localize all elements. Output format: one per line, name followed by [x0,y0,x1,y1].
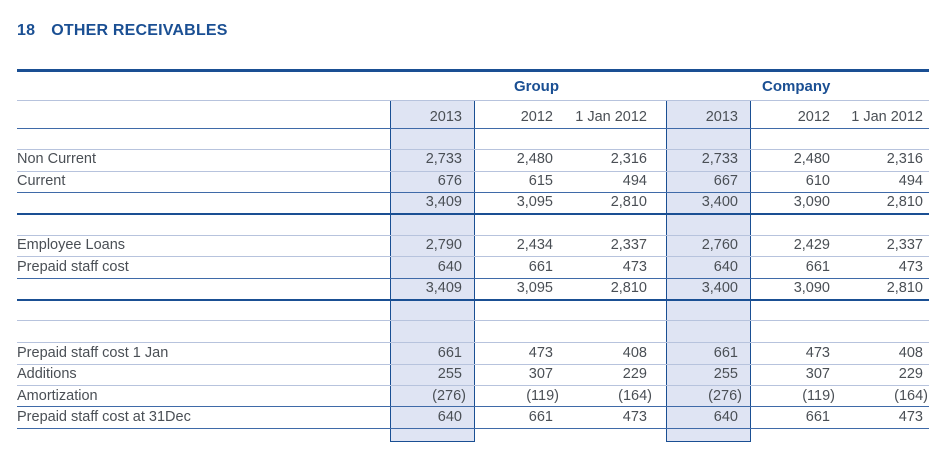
row-label: Prepaid staff cost [17,259,129,275]
rule [17,213,929,215]
rule [17,171,929,172]
cell-value: 661 [805,259,830,275]
rule [17,320,929,321]
rule [17,100,929,101]
total-value: 3,095 [516,280,553,296]
total-value: 3,409 [425,194,462,210]
cell-value: 307 [805,366,830,382]
cell-value: 640 [437,259,462,275]
cell-value: 640 [437,409,462,425]
title-rule [17,69,929,72]
cell-value: 2,316 [610,151,647,167]
cell-value: 229 [622,366,647,382]
total-value: 3,095 [516,194,553,210]
col-header-group-1jan2012: 1 Jan 2012 [575,109,647,125]
cell-value: 661 [437,345,462,361]
cell-value: 473 [805,345,830,361]
cell-value: 2,790 [425,237,462,253]
col-header-company-2013: 2013 [705,109,738,125]
rule [17,406,929,407]
cell-value: 2,733 [425,151,462,167]
cell-value: (164) [618,388,652,404]
cell-value: 640 [713,409,738,425]
col-header-group-2013: 2013 [429,109,462,125]
group-header: Group [514,78,559,95]
row-label: Non Current [17,151,96,167]
cell-value: (119) [526,388,559,404]
row-label: Prepaid staff cost 1 Jan [17,345,169,361]
col-header-company-2012: 2012 [797,109,830,125]
total-value: 2,810 [886,280,923,296]
cell-value: (119) [802,388,835,404]
cell-value: 2,733 [701,151,738,167]
cell-value: 494 [622,173,647,189]
cell-value: 473 [622,409,647,425]
cell-value: 2,434 [516,237,553,253]
row-label: Prepaid staff cost at 31Dec [17,409,191,425]
cell-value: 2,337 [610,237,647,253]
cell-value: 2,480 [793,151,830,167]
total-value: 3,400 [701,194,738,210]
cell-value: 661 [713,345,738,361]
total-value: 2,810 [610,280,647,296]
cell-value: (164) [894,388,928,404]
section-title-text: OTHER RECEIVABLES [51,22,228,39]
rule [17,342,929,343]
company-header: Company [762,78,831,95]
cell-value: 2,337 [886,237,923,253]
total-value: 2,810 [610,194,647,210]
cell-value: 2,480 [516,151,553,167]
cell-value: (276) [432,388,466,404]
rule [17,149,929,150]
col-header-group-2012: 2012 [520,109,553,125]
cell-value: 408 [898,345,923,361]
rule [17,428,929,429]
rule [17,128,929,129]
section-number: 18 [17,22,36,39]
total-value: 3,400 [701,280,738,296]
cell-value: 610 [805,173,830,189]
cell-value: 2,760 [701,237,738,253]
cell-value: 2,316 [886,151,923,167]
cell-value: 667 [713,173,738,189]
rule [17,385,929,386]
row-label: Employee Loans [17,237,126,253]
rule [17,278,929,279]
cell-value: 661 [805,409,830,425]
cell-value: 255 [713,366,738,382]
total-value: 3,409 [425,280,462,296]
cell-value: 661 [528,409,553,425]
row-label: Current [17,173,66,189]
total-value: 3,090 [793,280,830,296]
rule [17,192,929,193]
cell-value: 408 [622,345,647,361]
cell-value: 2,429 [793,237,830,253]
section-title: 18 OTHER RECEIVABLES [17,22,228,40]
cell-value: (276) [708,388,742,404]
rule [17,364,929,365]
row-label: Amortization [17,388,98,404]
cell-value: 661 [528,259,553,275]
cell-value: 615 [528,173,553,189]
rule [17,299,929,301]
cell-value: 473 [898,409,923,425]
cell-value: 494 [898,173,923,189]
total-value: 2,810 [886,194,923,210]
cell-value: 255 [437,366,462,382]
cell-value: 640 [713,259,738,275]
cell-value: 473 [622,259,647,275]
cell-value: 473 [528,345,553,361]
total-value: 3,090 [793,194,830,210]
cell-value: 307 [528,366,553,382]
col-header-company-1jan2012: 1 Jan 2012 [851,109,923,125]
rule [17,235,929,236]
cell-value: 676 [437,173,462,189]
row-label: Additions [17,366,77,382]
cell-value: 229 [898,366,923,382]
rule [17,256,929,257]
cell-value: 473 [898,259,923,275]
